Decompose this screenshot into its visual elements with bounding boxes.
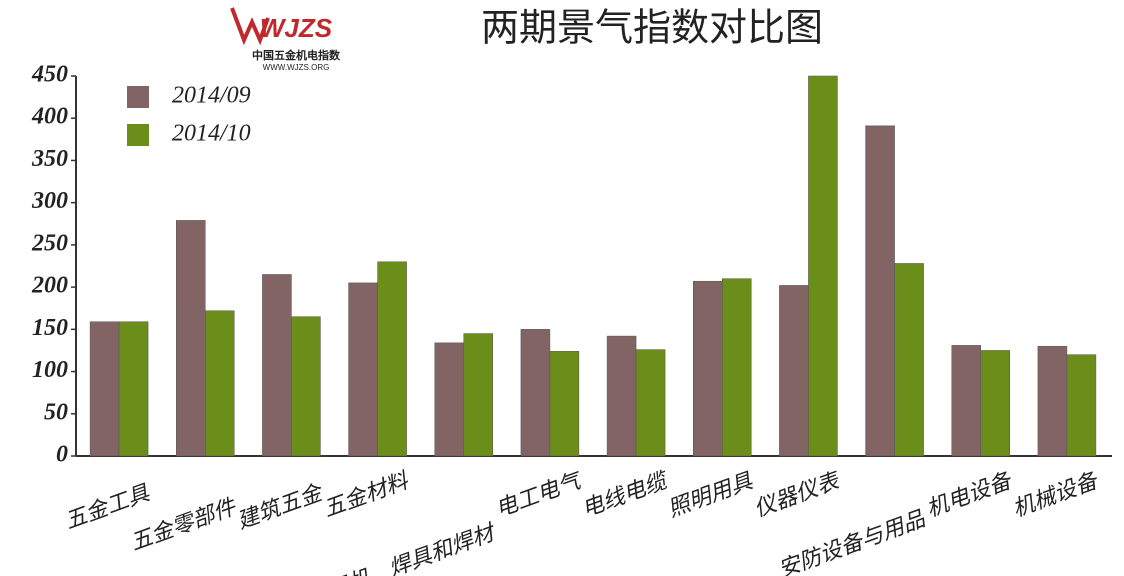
x-tick-label: 机电设备: [923, 467, 1016, 521]
logo: WJZS 中国五金机电指数 WWW.WJZS.ORG: [230, 7, 341, 72]
bar: [463, 333, 493, 457]
x-tick-label: 仪器仪表: [751, 467, 844, 521]
bar: [89, 321, 120, 457]
bar: [434, 342, 464, 457]
bar: [722, 278, 752, 457]
logo-brand: WJZS: [260, 13, 333, 43]
logo-url: WWW.WJZS.ORG: [263, 63, 330, 72]
y-tick-label: 100: [32, 357, 68, 383]
legend-swatch: [127, 124, 149, 146]
bar: [894, 263, 924, 457]
y-tick-label: 0: [56, 442, 68, 468]
bar: [262, 274, 292, 457]
bar: [549, 351, 580, 457]
bar: [693, 280, 723, 457]
bar: [635, 349, 666, 457]
bar: [980, 350, 1010, 457]
bar: [176, 220, 206, 457]
legend-swatch: [127, 86, 149, 108]
bar: [1066, 354, 1097, 457]
bar: [520, 329, 551, 457]
legend-label: 2014/10: [172, 121, 251, 147]
bar: [808, 75, 838, 457]
bar: [205, 310, 235, 457]
x-tick-label: 电工电气: [492, 467, 586, 522]
legend-label: 2014/09: [172, 83, 251, 109]
x-tick-label: 焊机、焊具和焊材: [323, 519, 500, 576]
bar: [779, 285, 809, 457]
logo-mark: [230, 7, 270, 46]
bar: [377, 261, 407, 457]
y-tick-label: 150: [32, 315, 68, 341]
x-tick-label: 照明用具: [664, 468, 756, 522]
y-tick-label: 400: [31, 104, 68, 130]
bar: [118, 321, 149, 457]
bar: [1037, 345, 1068, 457]
x-tick-label: 五金工具: [61, 480, 153, 534]
y-tick-label: 250: [31, 230, 68, 256]
y-tick-label: 350: [31, 146, 68, 172]
y-tick-label: 200: [31, 273, 68, 299]
chart-title: 两期景气指数对比图: [481, 8, 823, 50]
bar: [865, 125, 895, 457]
bar: [951, 345, 981, 457]
x-tick-label: 五金材料: [320, 467, 413, 521]
y-tick-label: 300: [31, 188, 68, 214]
x-tick-label: 机械设备: [1009, 467, 1102, 521]
bar: [606, 335, 637, 457]
y-tick-label: 50: [44, 399, 68, 425]
y-tick-label: 450: [31, 62, 68, 88]
x-tick-label: 安防设备与用品: [775, 506, 929, 576]
x-tick-label: 建筑五金: [234, 479, 328, 534]
x-tick-label: 电线电缆: [578, 467, 672, 522]
logo-name: 中国五金机电指数: [252, 48, 341, 62]
bar: [348, 282, 378, 457]
bar: [291, 316, 321, 457]
